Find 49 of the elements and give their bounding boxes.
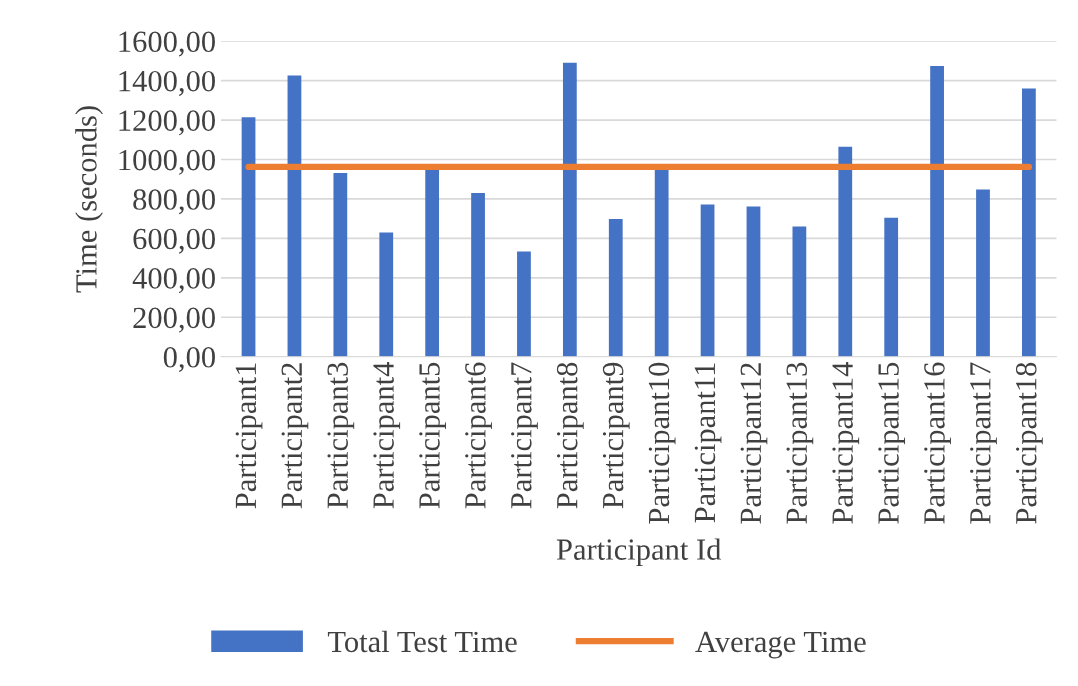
y-tick-label: 800,00 bbox=[133, 189, 215, 215]
bar bbox=[333, 172, 348, 357]
bar bbox=[792, 226, 807, 357]
bar bbox=[287, 75, 302, 357]
bar bbox=[884, 217, 899, 357]
x-tick-label: Participant12 bbox=[740, 363, 768, 524]
y-axis-title: Time (seconds) bbox=[75, 106, 103, 293]
y-tick-label: 1400,00 bbox=[119, 70, 215, 96]
x-tick-label: Participant11 bbox=[694, 363, 722, 523]
x-tick-label: Participant7 bbox=[511, 362, 538, 509]
y-tick-label: 600,00 bbox=[133, 228, 215, 254]
legend-label: Total Test Time bbox=[327, 630, 517, 653]
bar bbox=[1022, 88, 1036, 357]
y-tick-label: 200,00 bbox=[133, 307, 215, 333]
bar bbox=[930, 66, 944, 357]
bar bbox=[471, 193, 485, 357]
y-tick-label: 1600,00 bbox=[119, 31, 215, 57]
bar bbox=[241, 117, 256, 357]
bar bbox=[608, 219, 623, 357]
bar bbox=[838, 146, 853, 357]
bar bbox=[976, 189, 990, 357]
bar bbox=[379, 232, 394, 357]
x-tick-label: Participant1 bbox=[235, 363, 263, 509]
x-tick-label: Participant18 bbox=[1015, 362, 1043, 524]
x-tick-label: Participant9 bbox=[602, 362, 630, 509]
x-tick-label: Participant10 bbox=[648, 362, 676, 524]
bar bbox=[700, 204, 715, 357]
y-tick-label: 1200,00 bbox=[119, 110, 215, 136]
bar bbox=[746, 206, 761, 357]
legend-label: Average Time bbox=[695, 631, 866, 659]
y-tick-label: 0,00 bbox=[163, 347, 215, 373]
bar bbox=[654, 168, 669, 357]
x-tick-label: Participant4 bbox=[373, 362, 401, 509]
x-tick-label: Participant5 bbox=[419, 362, 446, 509]
x-axis-title: Participant Id bbox=[556, 538, 722, 567]
x-tick-label: Participant16 bbox=[924, 362, 951, 524]
bar bbox=[517, 251, 531, 357]
x-tick-label: Participant2 bbox=[281, 363, 309, 509]
bar bbox=[562, 62, 577, 357]
x-tick-label: Participant15 bbox=[878, 362, 906, 524]
x-tick-label: Participant6 bbox=[465, 362, 492, 509]
x-tick-label: Participant14 bbox=[832, 362, 860, 524]
x-tick-label: Participant3 bbox=[327, 362, 355, 509]
y-tick-label: 400,00 bbox=[132, 268, 215, 294]
bar bbox=[425, 167, 440, 357]
y-tick-label: 1000,00 bbox=[119, 149, 215, 175]
x-tick-label: Participant17 bbox=[970, 362, 997, 524]
x-tick-label: Participant8 bbox=[556, 362, 584, 509]
x-tick-label: Participant13 bbox=[786, 362, 814, 524]
